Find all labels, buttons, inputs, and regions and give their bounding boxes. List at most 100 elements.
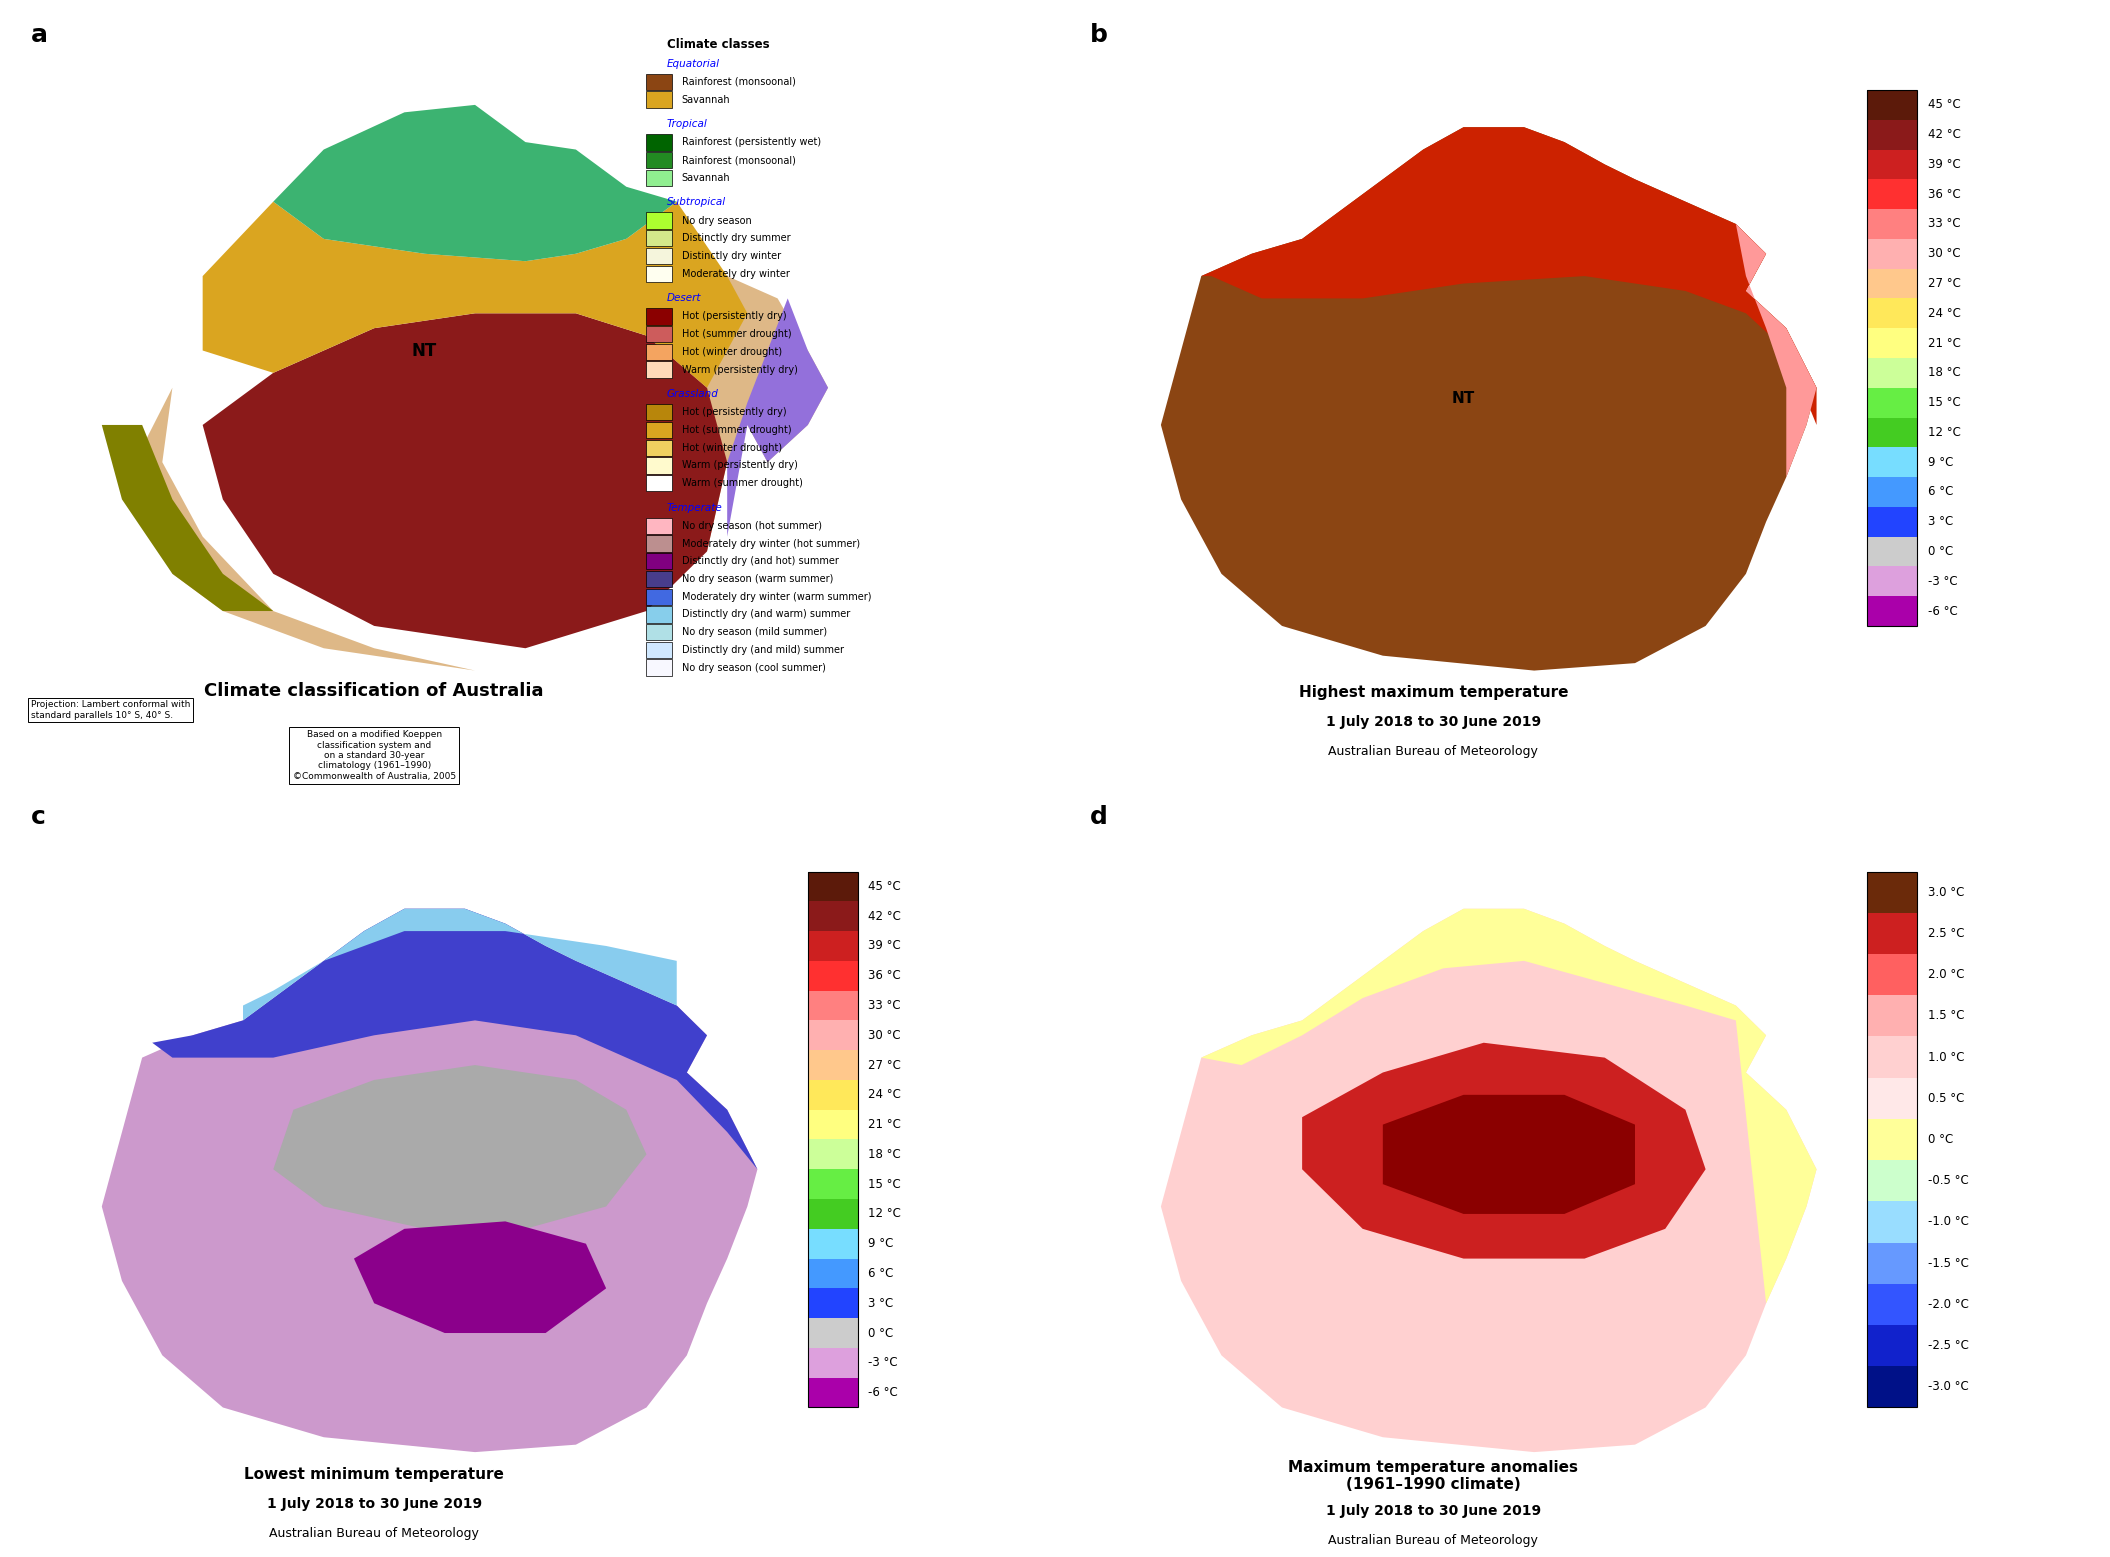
- Bar: [1867, 179, 1918, 209]
- Text: Tropical: Tropical: [667, 120, 707, 129]
- Text: -1.0 °C: -1.0 °C: [1929, 1216, 1969, 1228]
- Text: -3 °C: -3 °C: [1929, 575, 1958, 587]
- Text: Moderately dry winter (warm summer): Moderately dry winter (warm summer): [682, 592, 871, 601]
- Text: 27 °C: 27 °C: [1929, 277, 1960, 290]
- Bar: [646, 589, 671, 606]
- Bar: [1867, 872, 1918, 1408]
- Bar: [1867, 90, 1918, 626]
- Polygon shape: [728, 299, 827, 537]
- Text: 30 °C: 30 °C: [1929, 248, 1960, 260]
- Text: NT: NT: [411, 341, 437, 360]
- Text: Savannah: Savannah: [682, 173, 730, 182]
- Text: Hot (persistently dry): Hot (persistently dry): [682, 311, 787, 321]
- Bar: [1867, 567, 1918, 596]
- Text: Highest maximum temperature: Highest maximum temperature: [1298, 685, 1568, 701]
- Bar: [808, 1110, 859, 1140]
- Text: Grassland: Grassland: [667, 389, 720, 399]
- Text: NT: NT: [392, 1119, 416, 1135]
- Text: 6 °C: 6 °C: [1929, 486, 1954, 498]
- Text: 42 °C: 42 °C: [1929, 128, 1960, 142]
- Bar: [1867, 1285, 1918, 1325]
- Text: 18 °C: 18 °C: [869, 1148, 901, 1162]
- Bar: [646, 405, 671, 420]
- Bar: [646, 212, 671, 229]
- Bar: [808, 1140, 859, 1169]
- Polygon shape: [1160, 128, 1817, 671]
- Text: 21 °C: 21 °C: [1929, 336, 1960, 350]
- Text: -2.0 °C: -2.0 °C: [1929, 1299, 1969, 1311]
- Text: No dry season (warm summer): No dry season (warm summer): [682, 575, 833, 584]
- Text: Australian Bureau of Meteorology: Australian Bureau of Meteorology: [1329, 744, 1538, 758]
- Bar: [1867, 508, 1918, 537]
- Text: Savannah: Savannah: [682, 95, 730, 104]
- Bar: [646, 660, 671, 676]
- Bar: [1867, 1077, 1918, 1119]
- Bar: [808, 1081, 859, 1110]
- Bar: [1867, 269, 1918, 299]
- Bar: [646, 153, 671, 168]
- Bar: [1867, 90, 1918, 120]
- Text: 3 °C: 3 °C: [1929, 515, 1952, 528]
- Text: 1 July 2018 to 30 June 2019: 1 July 2018 to 30 June 2019: [1325, 715, 1540, 729]
- Bar: [1867, 912, 1918, 954]
- Text: c: c: [32, 805, 46, 828]
- Text: -2.5 °C: -2.5 °C: [1929, 1339, 1969, 1351]
- Bar: [1867, 954, 1918, 995]
- Bar: [646, 325, 671, 343]
- Polygon shape: [1201, 909, 1817, 1303]
- Bar: [1867, 1242, 1918, 1285]
- Bar: [646, 266, 671, 282]
- Polygon shape: [152, 909, 757, 1169]
- Bar: [1867, 476, 1918, 508]
- Polygon shape: [274, 104, 677, 262]
- Text: Hot (winter drought): Hot (winter drought): [682, 347, 783, 357]
- Text: Hot (summer drought): Hot (summer drought): [682, 329, 791, 339]
- Text: 2.0 °C: 2.0 °C: [1929, 968, 1964, 981]
- Text: Distinctly dry (and mild) summer: Distinctly dry (and mild) summer: [682, 645, 844, 655]
- Bar: [1867, 299, 1918, 329]
- Polygon shape: [1737, 224, 1817, 476]
- Bar: [808, 1319, 859, 1348]
- Bar: [646, 536, 671, 551]
- Text: Hot (persistently dry): Hot (persistently dry): [682, 408, 787, 417]
- Bar: [808, 1169, 859, 1199]
- Bar: [1867, 995, 1918, 1037]
- Text: b: b: [1091, 23, 1108, 47]
- Text: 0 °C: 0 °C: [869, 1327, 895, 1339]
- Text: 6 °C: 6 °C: [869, 1267, 895, 1280]
- Bar: [808, 1258, 859, 1288]
- Bar: [646, 230, 671, 246]
- Bar: [808, 872, 859, 1408]
- Text: 12 °C: 12 °C: [869, 1207, 901, 1221]
- Text: 27 °C: 27 °C: [869, 1059, 901, 1071]
- Text: Equatorial: Equatorial: [667, 59, 720, 69]
- Polygon shape: [101, 425, 274, 610]
- Bar: [1867, 238, 1918, 269]
- Text: 30 °C: 30 °C: [869, 1029, 901, 1042]
- Text: 33 °C: 33 °C: [1929, 218, 1960, 230]
- Bar: [1867, 1119, 1918, 1160]
- Text: Australian Bureau of Meteorology: Australian Bureau of Meteorology: [270, 1526, 479, 1540]
- Polygon shape: [141, 276, 827, 671]
- Bar: [808, 961, 859, 990]
- Text: Hot (summer drought): Hot (summer drought): [682, 425, 791, 434]
- Bar: [808, 931, 859, 961]
- Text: 2.5 °C: 2.5 °C: [1929, 926, 1964, 940]
- Text: Desert: Desert: [667, 293, 701, 304]
- Bar: [646, 308, 671, 324]
- Bar: [646, 92, 671, 107]
- Text: No dry season: No dry season: [682, 215, 751, 226]
- Text: Projection: Lambert conformal with
standard parallels 10° S, 40° S.: Projection: Lambert conformal with stand…: [32, 701, 190, 719]
- Bar: [646, 624, 671, 640]
- Text: Climate classification of Australia: Climate classification of Australia: [205, 682, 544, 701]
- Polygon shape: [1382, 1095, 1635, 1214]
- Text: Moderately dry winter: Moderately dry winter: [682, 269, 789, 279]
- Polygon shape: [354, 1221, 606, 1333]
- Text: Distinctly dry (and warm) summer: Distinctly dry (and warm) summer: [682, 609, 850, 620]
- Polygon shape: [1201, 128, 1817, 425]
- Text: 36 °C: 36 °C: [869, 970, 901, 982]
- Bar: [646, 641, 671, 659]
- Text: 36 °C: 36 °C: [1929, 188, 1960, 201]
- Text: 24 °C: 24 °C: [869, 1088, 901, 1101]
- Text: -1.5 °C: -1.5 °C: [1929, 1256, 1969, 1269]
